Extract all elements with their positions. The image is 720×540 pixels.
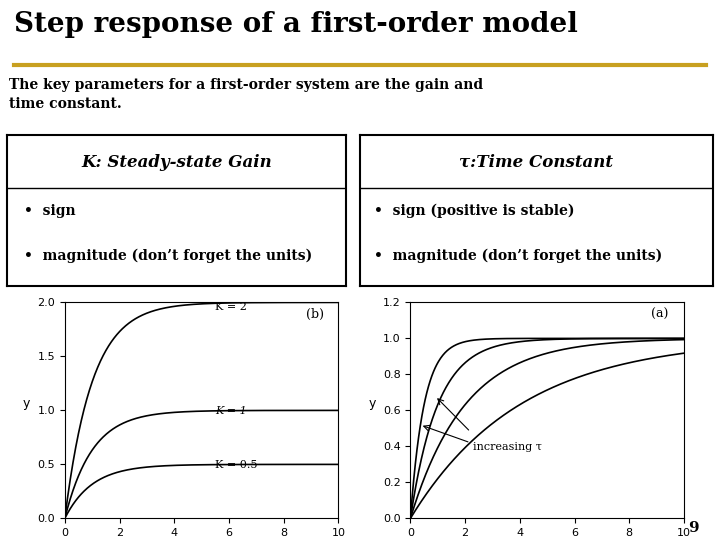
- Text: •  magnitude (don’t forget the units): • magnitude (don’t forget the units): [374, 249, 662, 263]
- Text: •  sign: • sign: [24, 204, 76, 218]
- Text: K = 0.5: K = 0.5: [215, 460, 258, 470]
- Text: The key parameters for a first-order system are the gain and
time constant.: The key parameters for a first-order sys…: [9, 78, 484, 111]
- Text: 9: 9: [688, 521, 698, 535]
- Text: increasing τ: increasing τ: [473, 442, 542, 452]
- Text: K: Steady-state Gain: K: Steady-state Gain: [81, 154, 271, 171]
- Text: (a): (a): [651, 307, 669, 321]
- Y-axis label: y: y: [368, 397, 376, 410]
- Y-axis label: y: y: [22, 397, 30, 410]
- Text: τ:Time Constant: τ:Time Constant: [459, 154, 613, 171]
- Text: •  magnitude (don’t forget the units): • magnitude (don’t forget the units): [24, 249, 312, 263]
- Text: K = 2: K = 2: [215, 302, 247, 312]
- Text: (b): (b): [305, 307, 323, 321]
- Text: •  sign (positive is stable): • sign (positive is stable): [374, 204, 575, 218]
- Text: K = 1: K = 1: [215, 406, 247, 416]
- Text: Step response of a first-order model: Step response of a first-order model: [14, 11, 578, 38]
